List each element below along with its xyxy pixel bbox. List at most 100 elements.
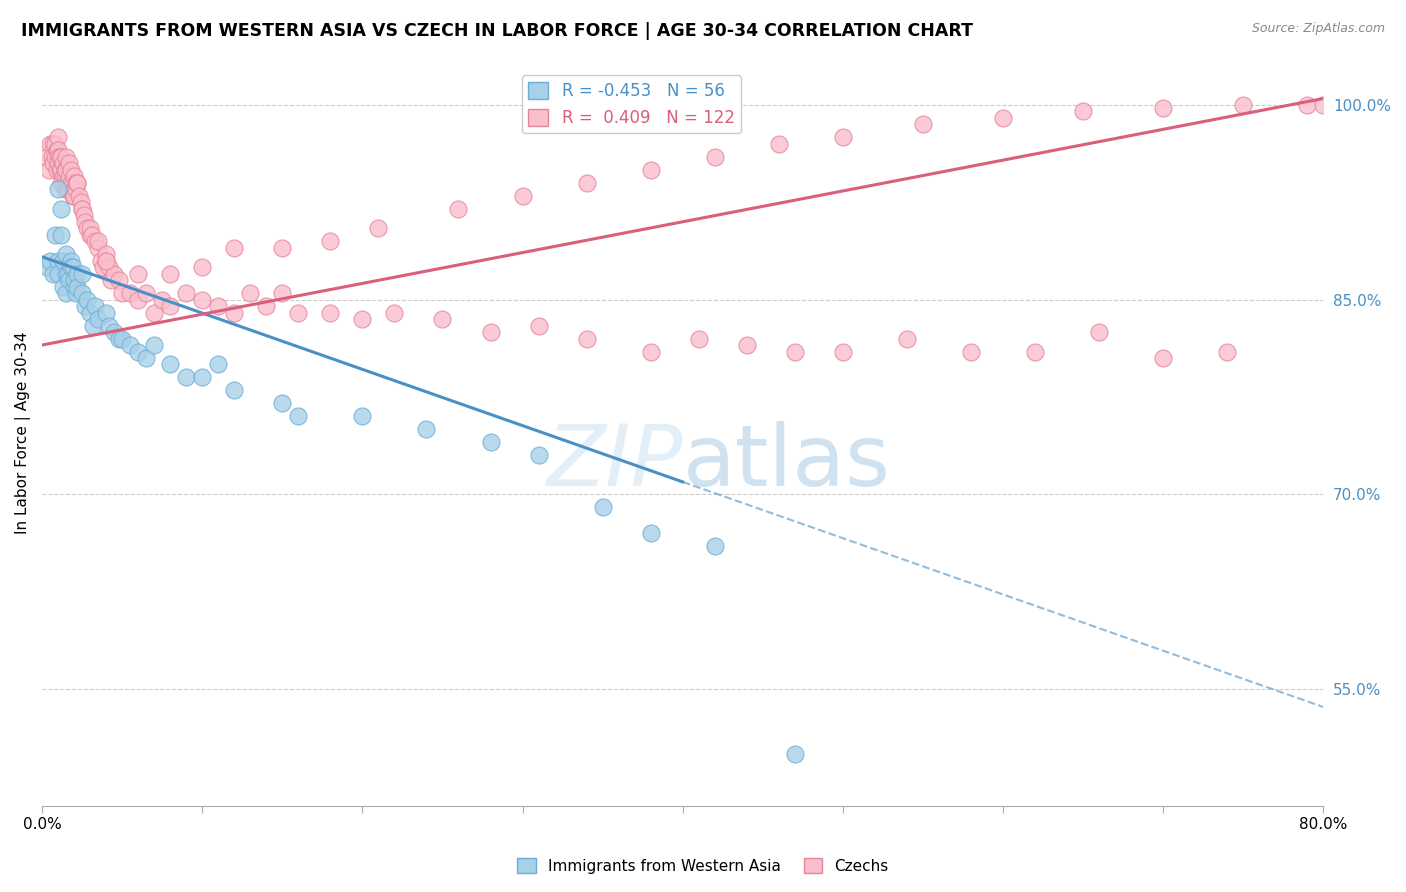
Point bbox=[56, 182, 79, 196]
Point bbox=[80, 227, 103, 242]
Point bbox=[59, 176, 82, 190]
Point bbox=[58, 273, 80, 287]
Point bbox=[79, 221, 101, 235]
Point bbox=[447, 202, 470, 216]
Point bbox=[688, 332, 710, 346]
Point bbox=[53, 169, 76, 184]
Point bbox=[70, 267, 93, 281]
Text: ZIP: ZIP bbox=[547, 421, 683, 504]
Point bbox=[703, 539, 725, 553]
Point bbox=[1024, 344, 1046, 359]
Point bbox=[103, 267, 125, 281]
Point bbox=[527, 448, 550, 462]
Point bbox=[479, 325, 502, 339]
Point bbox=[55, 162, 77, 177]
Point bbox=[271, 396, 294, 410]
Point bbox=[352, 312, 374, 326]
Point bbox=[87, 241, 110, 255]
Point bbox=[174, 370, 197, 384]
Point bbox=[79, 227, 101, 242]
Point bbox=[46, 156, 69, 170]
Point bbox=[1216, 344, 1239, 359]
Point bbox=[640, 344, 662, 359]
Legend: Immigrants from Western Asia, Czechs: Immigrants from Western Asia, Czechs bbox=[512, 852, 894, 880]
Point bbox=[239, 286, 262, 301]
Point bbox=[287, 409, 309, 424]
Point bbox=[191, 260, 214, 275]
Point bbox=[831, 344, 853, 359]
Point bbox=[55, 267, 77, 281]
Point bbox=[46, 150, 69, 164]
Point bbox=[98, 260, 121, 275]
Point bbox=[111, 332, 134, 346]
Point bbox=[896, 332, 918, 346]
Point bbox=[55, 150, 77, 164]
Point bbox=[44, 150, 66, 164]
Point bbox=[75, 215, 97, 229]
Point bbox=[63, 189, 86, 203]
Point bbox=[640, 526, 662, 541]
Point bbox=[831, 130, 853, 145]
Text: IMMIGRANTS FROM WESTERN ASIA VS CZECH IN LABOR FORCE | AGE 30-34 CORRELATION CHA: IMMIGRANTS FROM WESTERN ASIA VS CZECH IN… bbox=[21, 22, 973, 40]
Point bbox=[1152, 351, 1174, 365]
Point bbox=[150, 293, 173, 307]
Point bbox=[62, 176, 84, 190]
Point bbox=[62, 189, 84, 203]
Point bbox=[39, 253, 62, 268]
Point bbox=[103, 325, 125, 339]
Point bbox=[640, 162, 662, 177]
Point bbox=[100, 273, 122, 287]
Point bbox=[127, 267, 149, 281]
Point bbox=[55, 176, 77, 190]
Point bbox=[120, 286, 142, 301]
Point bbox=[42, 267, 65, 281]
Point bbox=[415, 422, 437, 436]
Point bbox=[55, 247, 77, 261]
Point bbox=[46, 130, 69, 145]
Point bbox=[70, 202, 93, 216]
Point bbox=[143, 338, 166, 352]
Point bbox=[96, 305, 118, 319]
Point bbox=[62, 260, 84, 275]
Point bbox=[1312, 98, 1334, 112]
Point bbox=[44, 136, 66, 151]
Point bbox=[911, 118, 934, 132]
Point bbox=[432, 312, 454, 326]
Point bbox=[1232, 98, 1254, 112]
Point bbox=[135, 351, 157, 365]
Point bbox=[1088, 325, 1111, 339]
Point bbox=[70, 202, 93, 216]
Legend: R = -0.453   N = 56, R =  0.409   N = 122: R = -0.453 N = 56, R = 0.409 N = 122 bbox=[522, 76, 741, 134]
Point bbox=[45, 144, 67, 158]
Point bbox=[96, 253, 118, 268]
Point bbox=[51, 162, 73, 177]
Point bbox=[69, 195, 91, 210]
Point bbox=[783, 344, 806, 359]
Point bbox=[44, 227, 66, 242]
Point bbox=[70, 286, 93, 301]
Point bbox=[55, 286, 77, 301]
Point bbox=[66, 176, 89, 190]
Point bbox=[63, 182, 86, 196]
Point bbox=[65, 176, 87, 190]
Point bbox=[66, 267, 89, 281]
Point bbox=[991, 111, 1014, 125]
Point bbox=[319, 305, 342, 319]
Point bbox=[59, 260, 82, 275]
Point bbox=[56, 176, 79, 190]
Point bbox=[84, 299, 107, 313]
Point bbox=[108, 273, 131, 287]
Point bbox=[46, 182, 69, 196]
Point bbox=[59, 253, 82, 268]
Point bbox=[135, 286, 157, 301]
Point bbox=[46, 267, 69, 281]
Point bbox=[174, 286, 197, 301]
Point bbox=[120, 338, 142, 352]
Point bbox=[82, 318, 104, 333]
Point bbox=[87, 312, 110, 326]
Y-axis label: In Labor Force | Age 30-34: In Labor Force | Age 30-34 bbox=[15, 331, 31, 533]
Point bbox=[367, 221, 389, 235]
Point bbox=[35, 260, 58, 275]
Point bbox=[45, 162, 67, 177]
Point bbox=[191, 293, 214, 307]
